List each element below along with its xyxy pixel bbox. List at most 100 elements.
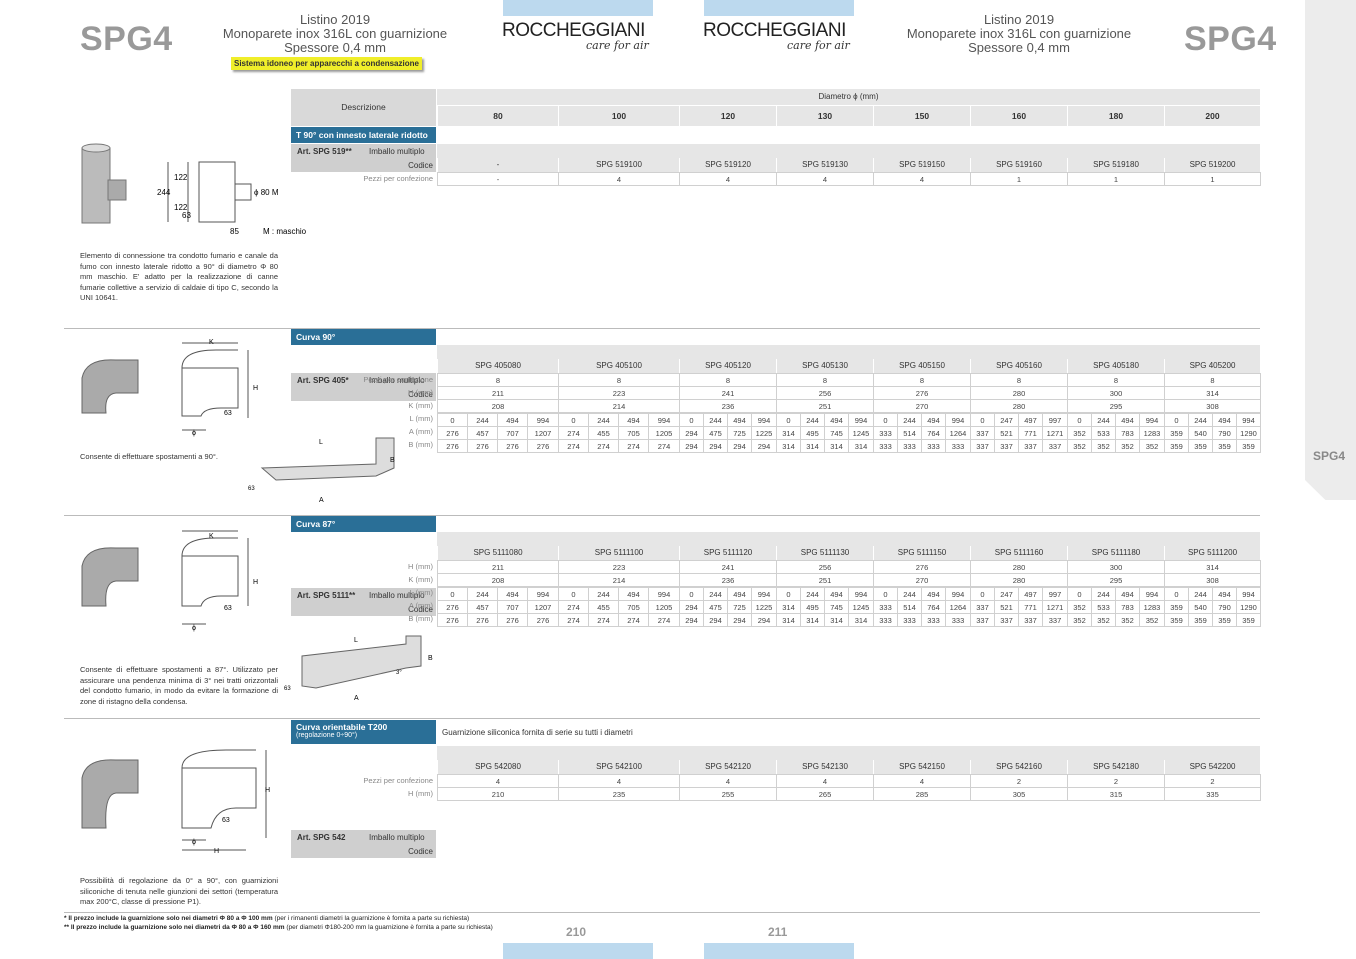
divider <box>64 328 1260 329</box>
dim-h: H <box>253 385 258 392</box>
table-cell: 244 <box>1188 413 1213 427</box>
table-cell: 494 <box>824 413 849 427</box>
table-cell: 0 <box>1067 413 1092 427</box>
code-cell: SPG 5111120 <box>679 546 776 560</box>
table-cell: 0 <box>873 413 898 427</box>
table-cell: 494 <box>921 413 946 427</box>
pezzi-label: Pezzi per confezione <box>363 375 433 384</box>
codes-bg <box>437 345 1260 373</box>
diameter-header-cell: 180 <box>1067 106 1164 126</box>
table-cell: 352 <box>1115 613 1140 627</box>
table-cell: 725 <box>727 426 752 440</box>
header-left: Listino 2019 Monoparete inox 316L con gu… <box>220 13 450 55</box>
t200-drawing: H 63 ϕ H <box>81 749 270 855</box>
product-title: Monoparete inox 316L con guarnizione <box>906 26 1132 41</box>
table-cell: 314 <box>1164 386 1261 400</box>
logo-text: ROCCHEGGIANI <box>703 20 846 41</box>
table-cell: 764 <box>921 600 946 614</box>
code-cell: SPG 519200 <box>1164 158 1260 172</box>
table-cell: 280 <box>970 399 1068 413</box>
code-cell: - <box>437 158 558 172</box>
table-cell: 294 <box>751 439 777 453</box>
diameter-header-cell: 120 <box>679 106 776 126</box>
table-cell: 8 <box>1067 373 1165 387</box>
code-cell: SPG 519160 <box>970 158 1067 172</box>
table-row: 276 457 707 1207 274 455 705 1205 294 475 725 1225 3… <box>437 600 1261 614</box>
table-cell: 314 <box>848 439 874 453</box>
table-cell: 305 <box>970 787 1068 801</box>
table-cell: 241 <box>679 560 777 574</box>
t200-note: Guarnizione siliconica fornita di serie … <box>442 728 633 737</box>
table-cell: 497 <box>1018 413 1043 427</box>
logo-tagline: care for air <box>586 39 649 52</box>
dim-63: 63 <box>224 605 232 612</box>
code-cell: SPG 5111180 <box>1067 546 1164 560</box>
table-cell: 1283 <box>1139 600 1165 614</box>
table-cell: 335 <box>1164 787 1261 801</box>
table-cell: 1245 <box>848 600 874 614</box>
t90-drawing: 122 244 122 63 85 ϕ 80 M M : maschio <box>81 143 307 236</box>
table-cell: 1271 <box>1042 600 1068 614</box>
table-cell: 295 <box>1067 399 1165 413</box>
dim-phi: ϕ <box>192 430 196 437</box>
table-cell: 314 <box>824 439 849 453</box>
table-cell: 994 <box>648 413 680 427</box>
b-label: B (mm) <box>408 440 433 449</box>
table-cell: 1205 <box>648 600 680 614</box>
dim-b: B <box>428 655 433 662</box>
table-cell: 235 <box>558 787 680 801</box>
table-cell: 540 <box>1188 600 1213 614</box>
dim-h: H <box>253 579 258 586</box>
code-cell: SPG 542120 <box>679 760 776 774</box>
desc-curva90: Consente di effettuare spostamenti a 90°… <box>80 452 218 461</box>
table-cell: 494 <box>727 587 752 601</box>
table-cell: 265 <box>776 787 874 801</box>
table-cell: 994 <box>1139 587 1165 601</box>
table-cell: 494 <box>1115 587 1140 601</box>
table-cell: 274 <box>558 613 589 627</box>
table-cell: 494 <box>727 413 752 427</box>
table-row: 276 276 276 276 274 274 274 274 294 294 294 294 314 3… <box>437 613 1261 627</box>
codes-row-t90: - SPG 519100 SPG 519120 SPG 519130 SPG 51915… <box>437 158 1260 172</box>
curva90-drawing: K H 63 ϕ L B A 63 <box>81 339 395 504</box>
table-cell: 4 <box>873 774 971 788</box>
table-cell: 276 <box>497 613 528 627</box>
code-cell: SPG 5111200 <box>1164 546 1260 560</box>
table-cell: 244 <box>800 413 825 427</box>
pezzi-label: Pezzi per confezione <box>363 174 433 183</box>
table-cell: 494 <box>497 413 528 427</box>
table-cell: 244 <box>703 413 728 427</box>
table-cell: 1205 <box>648 426 680 440</box>
table-cell: 359 <box>1164 613 1189 627</box>
dim-244: 244 <box>157 188 171 197</box>
table-cell: 270 <box>873 399 971 413</box>
table-cell: 274 <box>648 439 680 453</box>
table-cell: 337 <box>1018 439 1043 453</box>
table-cell: 256 <box>776 560 874 574</box>
table-cell: 251 <box>776 399 874 413</box>
table-cell: 280 <box>970 560 1068 574</box>
h-label: H (mm) <box>408 789 433 798</box>
table-cell: 244 <box>1091 413 1116 427</box>
table-cell: 8 <box>776 373 874 387</box>
table-cell: 274 <box>618 439 649 453</box>
dim-phi: ϕ <box>192 839 196 846</box>
table-cell: 494 <box>1212 587 1237 601</box>
thickness-title: Spessore 0,4 mm <box>968 40 1070 55</box>
imballo-label: Imballo multiplo <box>369 147 425 156</box>
table-cell: 4 <box>873 172 971 186</box>
table-cell: 783 <box>1115 600 1140 614</box>
art-box-curva87: Art. SPG 5111** Imballo multiplo Codice <box>291 588 436 616</box>
dim-l: L <box>319 439 323 446</box>
table-cell: 494 <box>1212 413 1237 427</box>
dim-k: K <box>209 533 214 540</box>
table-cell: 997 <box>1042 413 1068 427</box>
bottom-bar-left <box>503 943 653 959</box>
art-code: Art. SPG 542 <box>297 833 346 842</box>
side-tab-label: SPG4 <box>1313 449 1346 463</box>
codes-bg <box>437 532 1260 560</box>
table-cell: 294 <box>727 613 752 627</box>
table-cell: 274 <box>558 426 589 440</box>
